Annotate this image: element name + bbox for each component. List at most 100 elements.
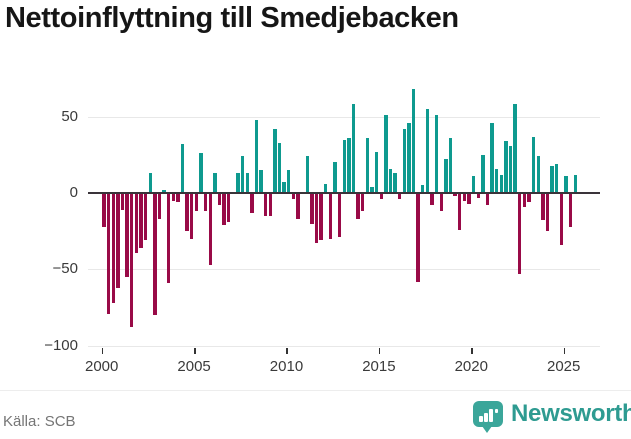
bar-2014-q3 bbox=[370, 186, 374, 193]
y-tick-label-50: 50 bbox=[61, 107, 78, 125]
x-tick-2020 bbox=[471, 348, 473, 354]
x-tick-label-2025: 2025 bbox=[547, 358, 581, 375]
bar-2006-q3 bbox=[222, 193, 226, 226]
bar-2002-q2 bbox=[143, 193, 148, 241]
bar-2023-q4 bbox=[541, 193, 545, 221]
x-tick-label-2000: 2000 bbox=[85, 358, 119, 375]
bar-2011-q4 bbox=[319, 193, 323, 241]
bar-2005-q2 bbox=[199, 153, 203, 193]
badge-tail-icon bbox=[482, 426, 492, 433]
newsworthy-badge-icon bbox=[473, 401, 503, 433]
bar-2004-q3 bbox=[185, 193, 189, 232]
bar-2015-q4 bbox=[393, 173, 397, 193]
bar-2021-q2 bbox=[495, 168, 499, 193]
bar-2016-q4 bbox=[411, 89, 416, 193]
bar-2007-q3 bbox=[240, 156, 245, 193]
newsworthy-logo-link[interactable]: Newsworthy bbox=[473, 400, 631, 433]
bar-2006-q4 bbox=[227, 193, 231, 222]
bar-2025-q3 bbox=[573, 174, 577, 193]
bar-2011-q2 bbox=[310, 193, 314, 224]
badge-bar-icon bbox=[479, 416, 483, 422]
gridline--100 bbox=[88, 345, 600, 347]
x-tick-label-2015: 2015 bbox=[362, 358, 396, 375]
y-tick-label-0: 0 bbox=[69, 184, 78, 201]
bar-2004-q1 bbox=[176, 193, 180, 203]
bar-2012-q4 bbox=[337, 193, 342, 238]
badge-bar-icon bbox=[489, 409, 493, 422]
bar-2002-q4 bbox=[153, 193, 157, 316]
gridline-50 bbox=[88, 116, 600, 118]
bar-2009-q2 bbox=[273, 128, 277, 193]
bar-2000-q2 bbox=[106, 193, 111, 314]
x-tick-2015 bbox=[378, 348, 381, 354]
newsworthy-wordmark: Newsworthy bbox=[511, 400, 631, 427]
bar-2004-q4 bbox=[190, 193, 194, 239]
bar-2012-q1 bbox=[324, 183, 328, 193]
bar-2005-q3 bbox=[203, 193, 208, 212]
bar-2022-q3 bbox=[518, 193, 522, 274]
bar-2001-q1 bbox=[120, 193, 125, 210]
bar-2024-q2 bbox=[550, 165, 554, 193]
bar-2013-q4 bbox=[356, 193, 360, 219]
bar-2007-q2 bbox=[236, 173, 240, 193]
bar-2006-q2 bbox=[217, 193, 222, 206]
bar-2018-q3 bbox=[444, 159, 448, 193]
bar-2010-q1 bbox=[287, 170, 291, 193]
bar-2019-q4 bbox=[467, 193, 471, 204]
bar-2004-q2 bbox=[180, 144, 185, 193]
bar-2014-q2 bbox=[365, 138, 370, 193]
bar-2021-q4 bbox=[504, 141, 508, 193]
bar-2008-q4 bbox=[264, 193, 268, 216]
x-tick-label-2010: 2010 bbox=[269, 358, 304, 375]
bar-2010-q2 bbox=[291, 193, 296, 200]
bar-2016-q3 bbox=[407, 122, 411, 193]
bar-2023-q2 bbox=[531, 136, 536, 193]
bar-2025-q1 bbox=[564, 176, 568, 193]
bar-2010-q3 bbox=[296, 193, 300, 219]
x-tick-2000 bbox=[101, 348, 104, 354]
bar-2003-q4 bbox=[171, 193, 175, 201]
bar-2023-q1 bbox=[527, 193, 531, 203]
bar-2020-q3 bbox=[481, 154, 485, 193]
bar-2003-q3 bbox=[166, 193, 171, 284]
bar-2023-q3 bbox=[536, 156, 540, 193]
bar-2006-q1 bbox=[213, 173, 217, 193]
bar-2013-q3 bbox=[351, 104, 356, 193]
bar-2024-q4 bbox=[559, 193, 564, 245]
bar-2000-q4 bbox=[116, 193, 120, 288]
bar-2022-q1 bbox=[508, 145, 513, 193]
bar-2019-q2 bbox=[458, 193, 462, 230]
plot-area bbox=[88, 80, 600, 354]
x-tick-label-2020: 2020 bbox=[454, 358, 488, 375]
bar-2024-q3 bbox=[555, 164, 559, 193]
bar-2009-q1 bbox=[268, 193, 272, 216]
bar-2015-q1 bbox=[379, 193, 383, 200]
bar-2018-q4 bbox=[448, 138, 453, 193]
bar-2016-q2 bbox=[402, 128, 406, 193]
bar-2024-q1 bbox=[545, 193, 550, 232]
bar-2003-q1 bbox=[157, 193, 162, 219]
bar-2001-q4 bbox=[134, 193, 139, 253]
footer-divider bbox=[0, 390, 631, 391]
bar-2015-q2 bbox=[384, 115, 388, 193]
bar-2005-q4 bbox=[208, 193, 212, 265]
bar-2025-q2 bbox=[568, 193, 573, 227]
bar-2021-q3 bbox=[499, 174, 503, 193]
bar-2020-q2 bbox=[476, 193, 480, 198]
badge-dot-icon bbox=[494, 408, 499, 413]
bar-2013-q2 bbox=[347, 138, 351, 193]
bar-2008-q2 bbox=[254, 119, 259, 193]
bar-2008-q1 bbox=[250, 193, 254, 213]
bar-2000-q1 bbox=[102, 193, 106, 227]
bar-2015-q3 bbox=[388, 168, 393, 193]
bar-2012-q2 bbox=[328, 193, 333, 239]
bar-2021-q1 bbox=[490, 122, 494, 193]
bar-2011-q1 bbox=[305, 156, 309, 193]
bar-2009-q4 bbox=[282, 182, 286, 193]
gridline--50 bbox=[88, 269, 600, 271]
bar-2022-q4 bbox=[522, 193, 527, 207]
bar-2020-q1 bbox=[471, 176, 476, 193]
bar-2009-q3 bbox=[277, 142, 282, 193]
source-label: Källa: SCB bbox=[3, 413, 76, 430]
